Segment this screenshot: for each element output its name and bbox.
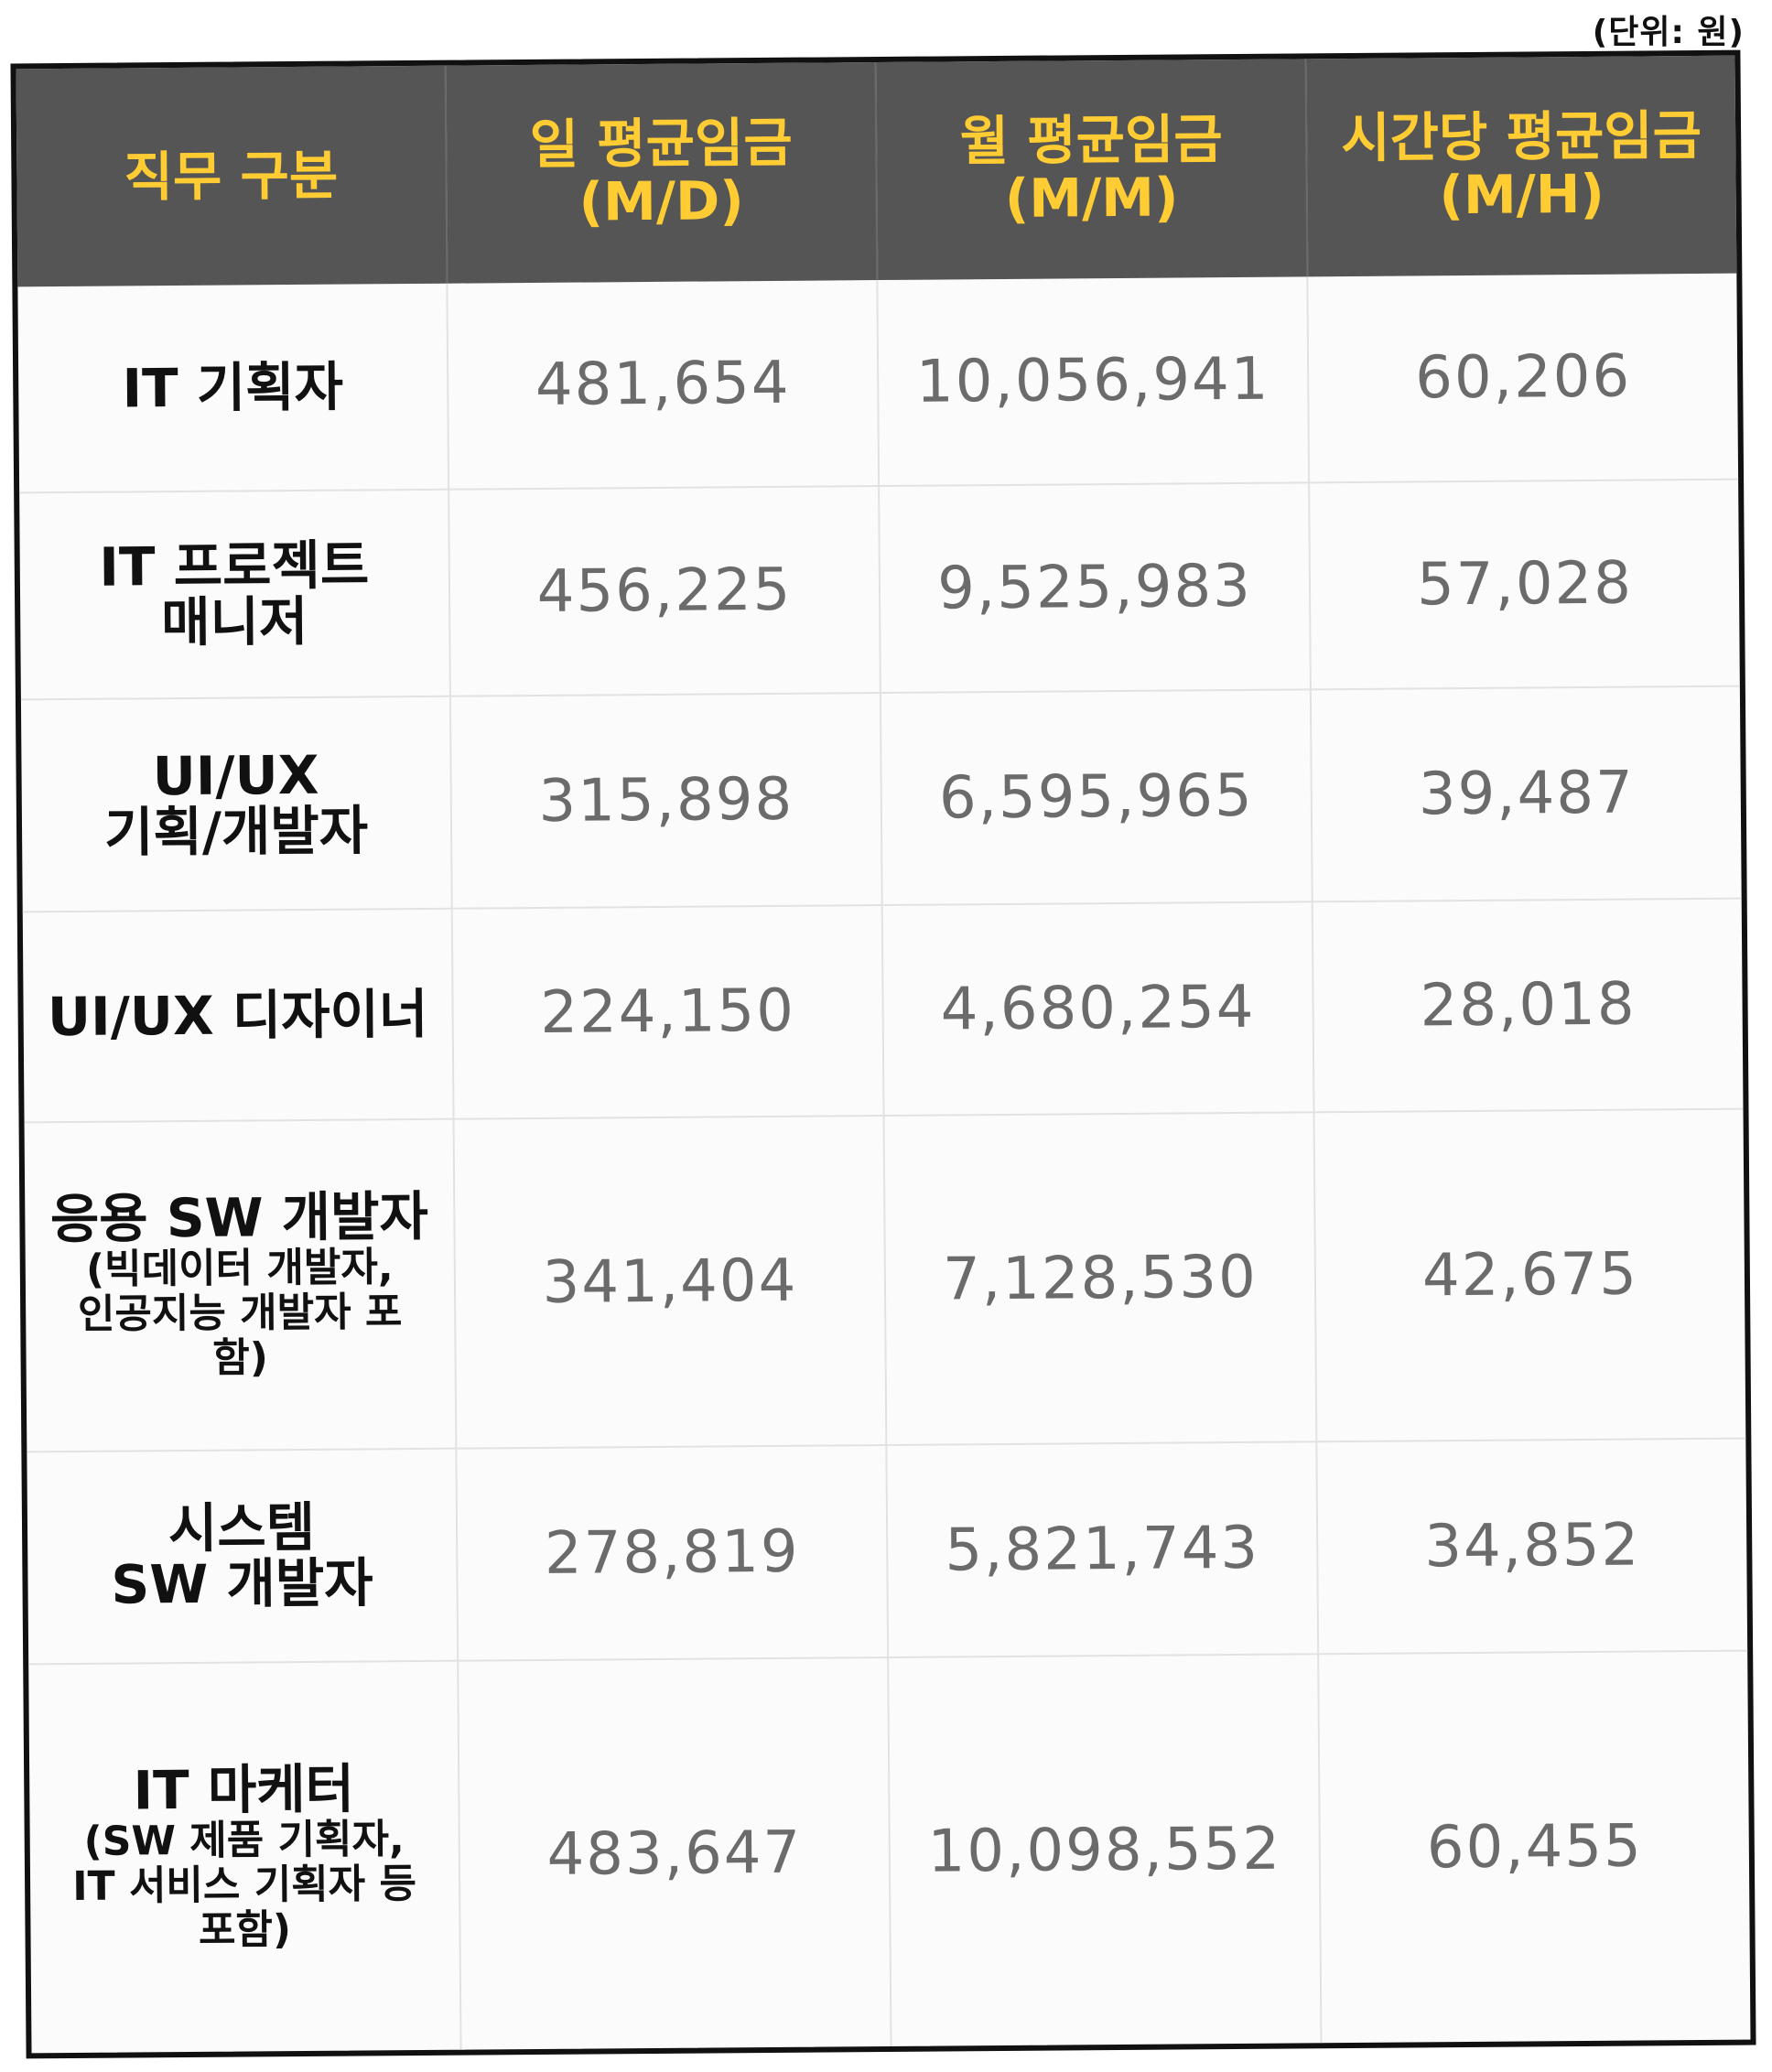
header-hourly-wage: 시간당 평균임금 (M/H) bbox=[1306, 55, 1737, 277]
unit-note: (단위: 원) bbox=[1592, 14, 1745, 51]
role-cell: UI/UX 디자이너 bbox=[22, 909, 455, 1124]
hourly-wage-cell: 34,852 bbox=[1317, 1439, 1748, 1656]
header-daily-wage: 일 평균임금 (M/D) bbox=[446, 62, 879, 284]
hourly-wage-cell: 60,206 bbox=[1308, 273, 1739, 484]
hourly-wage-cell: 28,018 bbox=[1313, 899, 1744, 1114]
daily-wage-cell: 341,404 bbox=[454, 1116, 888, 1450]
role-label: 시스템 SW 개발자 bbox=[111, 1496, 373, 1616]
monthly-wage-cell: 10,098,552 bbox=[889, 1655, 1323, 2046]
role-label: 응용 SW 개발자 bbox=[49, 1184, 429, 1250]
wage-table: 직무 구분 일 평균임금 (M/D) 월 평균임금 (M/M) 시간당 평균임금… bbox=[10, 49, 1756, 2059]
role-label: IT 프로젝트 매니저 bbox=[99, 534, 370, 654]
header-job-category: 직무 구분 bbox=[16, 65, 448, 287]
role-cell: IT 프로젝트 매니저 bbox=[19, 490, 451, 701]
role-note: (SW 제품 기획자, IT 서비스 기획자 등 포함) bbox=[72, 1815, 417, 1954]
role-label: IT 마케터 bbox=[133, 1757, 355, 1822]
monthly-wage-cell: 9,525,983 bbox=[880, 483, 1312, 695]
role-label: UI/UX 디자이너 bbox=[47, 982, 428, 1048]
daily-wage-cell: 315,898 bbox=[450, 694, 883, 910]
monthly-wage-cell: 10,056,941 bbox=[878, 276, 1311, 488]
monthly-wage-cell: 5,821,743 bbox=[887, 1442, 1320, 1658]
monthly-wage-cell: 6,595,965 bbox=[881, 690, 1313, 906]
hourly-wage-cell: 42,675 bbox=[1314, 1109, 1746, 1443]
role-cell: 응용 SW 개발자 (빅데이터 개발자, 인공지능 개발자 포 함) bbox=[24, 1119, 458, 1453]
monthly-wage-cell: 7,128,530 bbox=[884, 1113, 1318, 1446]
role-cell: UI/UX 기획/개발자 bbox=[20, 696, 453, 913]
hourly-wage-cell: 57,028 bbox=[1310, 480, 1740, 691]
daily-wage-cell: 483,647 bbox=[459, 1657, 892, 2050]
header-monthly-wage: 월 평균임금 (M/M) bbox=[876, 59, 1309, 281]
daily-wage-cell: 481,654 bbox=[448, 280, 881, 491]
daily-wage-cell: 456,225 bbox=[449, 487, 881, 697]
role-label: UI/UX 기획/개발자 bbox=[103, 743, 369, 864]
hourly-wage-cell: 39,487 bbox=[1311, 686, 1742, 903]
role-cell: IT 마케터 (SW 제품 기획자, IT 서비스 기획자 등 포함) bbox=[28, 1661, 462, 2054]
daily-wage-cell: 278,819 bbox=[457, 1445, 890, 1662]
role-label: IT 기획자 bbox=[122, 355, 344, 420]
monthly-wage-cell: 4,680,254 bbox=[882, 902, 1315, 1117]
role-note: (빅데이터 개발자, 인공지능 개발자 포 함) bbox=[77, 1243, 403, 1382]
daily-wage-cell: 224,150 bbox=[452, 905, 885, 1120]
hourly-wage-cell: 60,455 bbox=[1426, 1812, 1644, 1883]
role-cell: 시스템 SW 개발자 bbox=[27, 1449, 459, 1666]
role-cell: IT 기획자 bbox=[17, 283, 450, 494]
